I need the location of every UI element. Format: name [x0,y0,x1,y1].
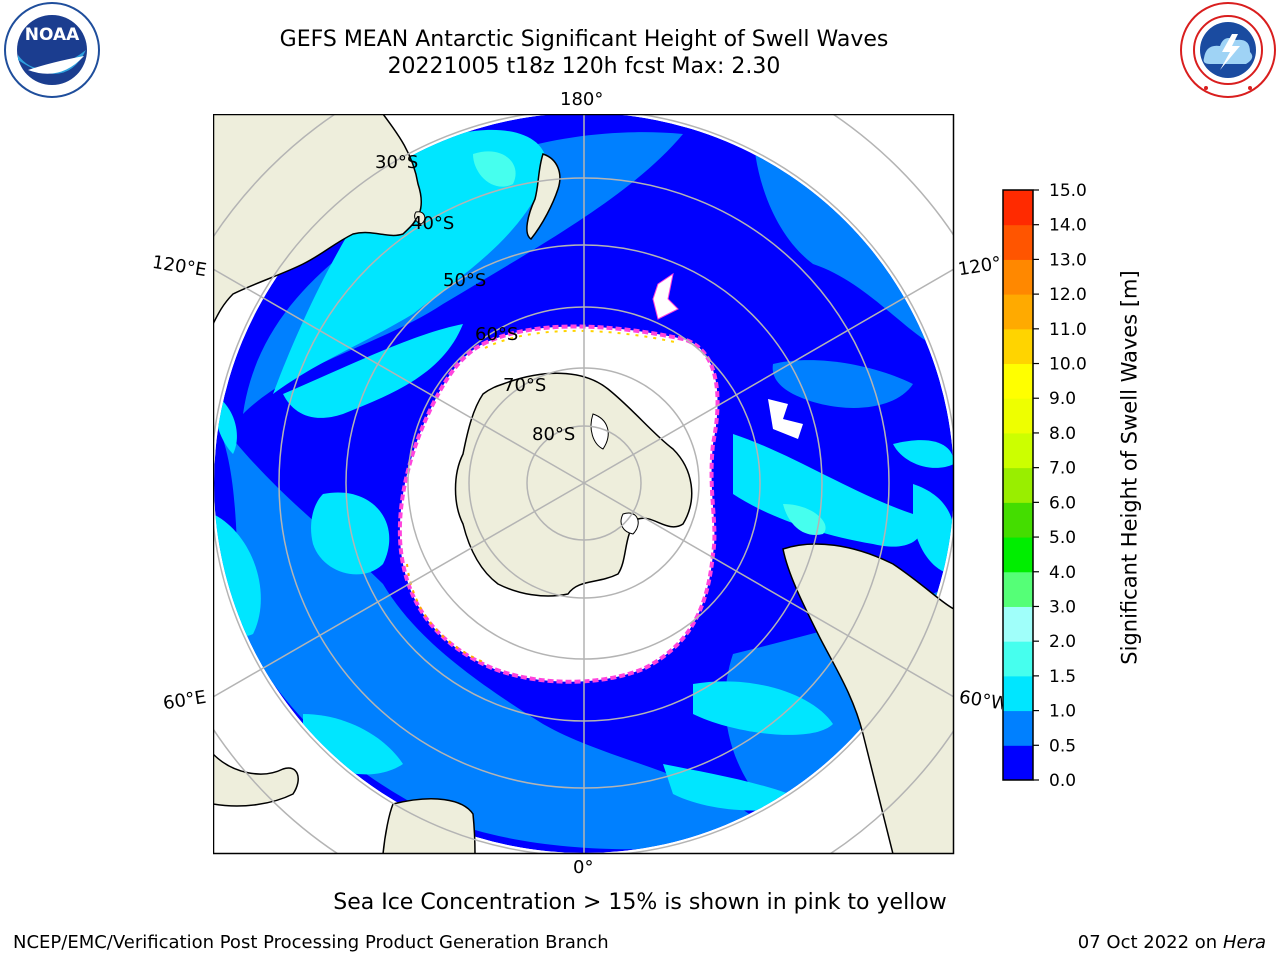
colorbar-swatch [1003,675,1033,712]
nws-logo-icon [1180,2,1276,98]
colorbar-tick-label: 0.0 [1049,771,1076,791]
colorbar-tick-label: 3.0 [1049,597,1076,617]
colorbar-swatch [1003,294,1033,330]
chart-title: GEFS MEAN Antarctic Significant Height o… [279,27,889,52]
lon-label-60e: 60°E [161,686,208,715]
footer-branch: NCEP/EMC/Verification Post Processing Pr… [13,932,609,953]
colorbar-swatch [1003,710,1033,746]
lon-label-0: 0° [573,857,594,878]
footer-machine: Hera [1222,932,1266,953]
chart-subtitle: 20221005 t18z 120h fcst Max: 2.30 [387,54,781,79]
colorbar-swatch [1003,224,1033,260]
colorbar-swatch [1003,398,1033,434]
colorbar-tick-label: 8.0 [1049,424,1076,444]
colorbar-swatch [1003,606,1033,642]
lat-label-70s: 70°S [503,375,546,396]
antarctica-land [454,372,693,597]
colorbar-tick-label: 6.0 [1049,493,1076,513]
colorbar-swatch [1003,328,1033,365]
colorbar-tick-label: 1.0 [1049,702,1076,722]
colorbar-swatch [1003,363,1033,399]
colorbar-swatch [1003,641,1033,677]
colorbar: 0.0 0.5 1.0 1.5 2.0 3.0 4.0 5.0 6.0 7.0 8.0 9.0 10.0… [1002,181,1087,791]
colorbar-swatch [1003,259,1033,295]
colorbar-tick-label: 15.0 [1049,181,1087,201]
africa-land [382,798,476,854]
lon-label-120e: 120°E [150,251,209,282]
lon-label-60w: 60°W [957,686,1005,715]
footer-date: 07 Oct 2022 on Hera [1078,932,1266,953]
colorbar-swatch [1003,745,1033,781]
colorbar-swatch [1003,571,1033,607]
colorbar-swatch [1003,502,1033,538]
australia-land [213,114,423,325]
colorbar-swatch [1003,432,1033,469]
colorbar-tick-label: 13.0 [1049,250,1087,270]
colorbar-tick-label: 11.0 [1049,320,1087,340]
colorbar-tick-label: 7.0 [1049,459,1076,479]
noaa-logo-icon: NOAA [4,2,100,98]
sea-ice-note: Sea Ice Concentration > 15% is shown in … [333,890,947,915]
new-zealand-land [526,153,561,240]
colorbar-tick-label: 1.5 [1049,667,1076,687]
colorbar-tick-label: 9.0 [1049,389,1076,409]
lat-label-80s: 80°S [532,424,575,445]
colorbar-tick-label: 12.0 [1049,285,1087,305]
lat-label-40s: 40°S [411,213,454,234]
graticule [213,114,954,854]
colorbar-tick-label: 14.0 [1049,216,1087,236]
lon-label-180: 180° [560,89,604,110]
polar-map: 30°S 40°S 50°S 60°S 70°S 80°S [213,114,955,855]
footer-date-text: 07 Oct 2022 on [1077,932,1218,953]
colorbar-frame [1002,189,1034,781]
colorbar-swatch [1003,537,1033,573]
colorbar-tick-label: 0.5 [1049,736,1076,756]
colorbar-swatch [1003,467,1033,503]
lat-label-50s: 50°S [443,270,486,291]
colorbar-label: Significant Height of Swell Waves [m] [1117,270,1142,665]
colorbar-tick-label: 10.0 [1049,355,1087,375]
colorbar-swatch [1003,190,1033,226]
colorbar-tick-label: 4.0 [1049,563,1076,583]
lat-label-30s: 30°S [375,152,418,173]
lat-label-60s: 60°S [475,324,518,345]
colorbar-tick-label: 2.0 [1049,632,1076,652]
noaa-logo-text: NOAA [25,25,80,45]
colorbar-tick-label: 5.0 [1049,528,1076,548]
lon-label-120w: 120°W [956,252,1004,281]
